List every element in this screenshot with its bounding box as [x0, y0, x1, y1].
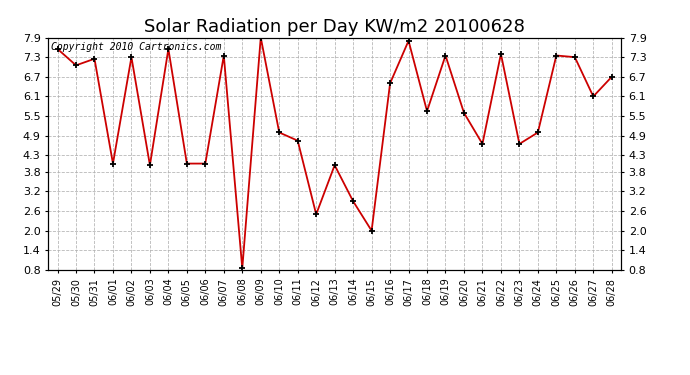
Text: Copyright 2010 Cartronics.com: Copyright 2010 Cartronics.com — [51, 42, 221, 52]
Title: Solar Radiation per Day KW/m2 20100628: Solar Radiation per Day KW/m2 20100628 — [144, 18, 525, 36]
